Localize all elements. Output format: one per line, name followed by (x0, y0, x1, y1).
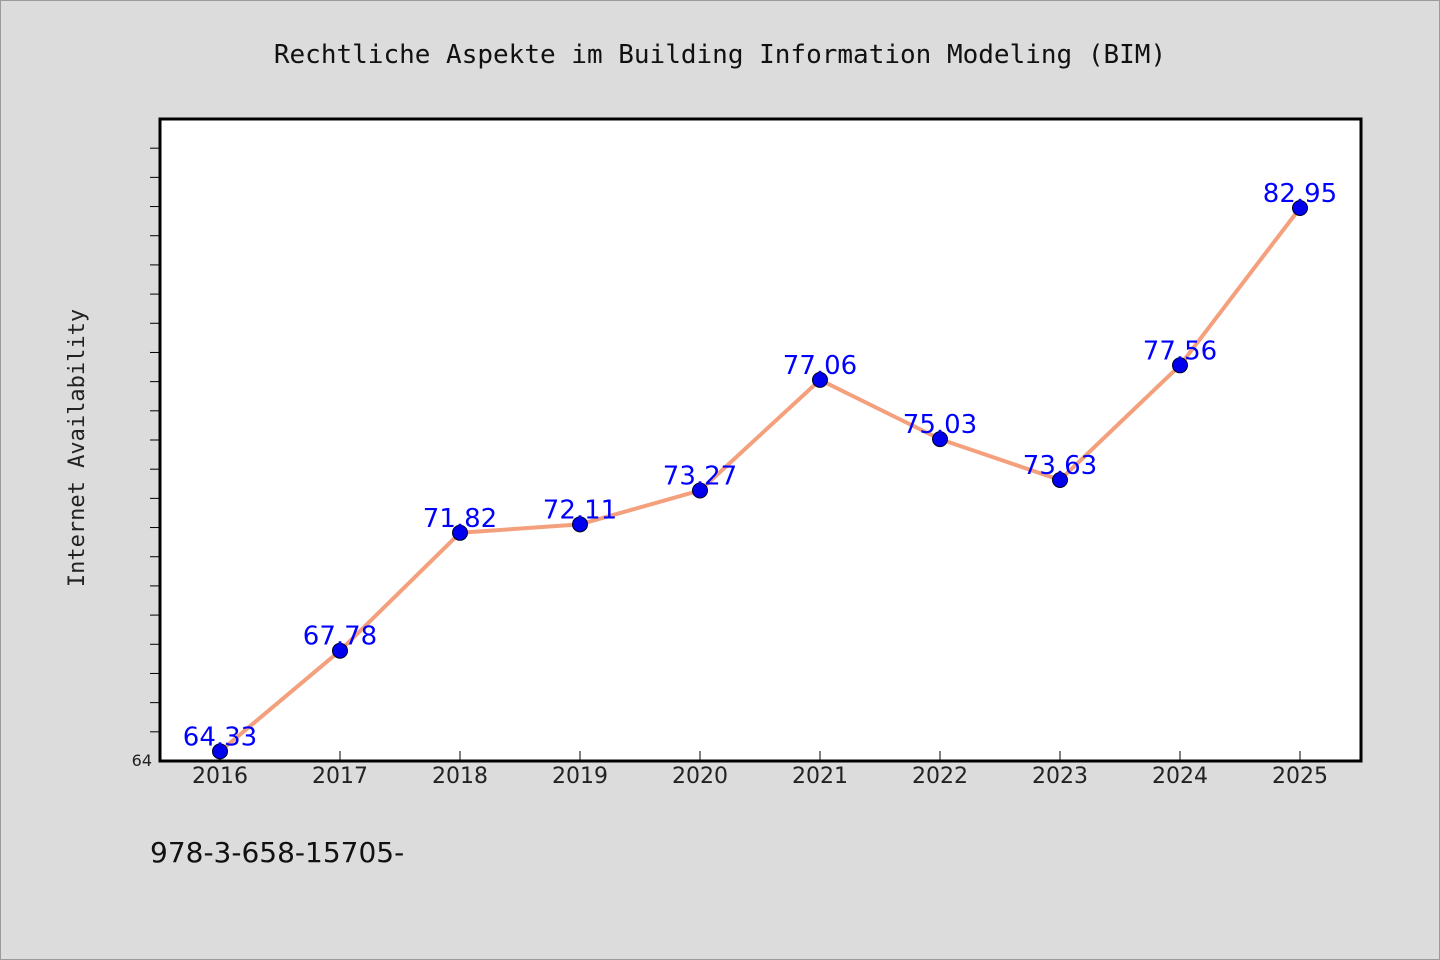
data-point-marker (212, 743, 228, 760)
data-label: 73.27 (663, 461, 737, 491)
data-label: 71.82 (423, 504, 497, 534)
data-label: 75.03 (903, 410, 977, 440)
data-point-marker (452, 524, 468, 541)
y-axis-min-label: 64 (132, 751, 152, 770)
data-labels-group: 64.33 67.78 71.82 72.11 73.27 77.06 75.03 73.63… (183, 179, 1337, 752)
x-tick-label: 2017 (312, 764, 368, 789)
data-point-marker (1052, 471, 1068, 488)
data-label: 72.11 (543, 495, 617, 525)
data-point-marker (812, 371, 828, 388)
y-axis-ticks (150, 147, 160, 733)
series-line-group (212, 200, 1308, 760)
x-tick-label: 2022 (912, 764, 968, 789)
data-point-marker (572, 516, 588, 533)
x-tick-label: 2020 (672, 764, 728, 789)
data-label: 64.33 (183, 722, 257, 752)
data-point-marker (332, 642, 348, 659)
data-point-marker (1292, 200, 1308, 217)
data-label: 67.78 (303, 622, 377, 652)
data-point-marker (692, 482, 708, 499)
data-label: 82.95 (1263, 179, 1337, 209)
data-label: 77.56 (1143, 336, 1217, 366)
x-tick-label: 2025 (1272, 764, 1328, 789)
chart-title: Rechtliche Aspekte im Building Informati… (274, 40, 1166, 70)
x-tick-label: 2019 (552, 764, 608, 789)
data-point-marker (1172, 357, 1188, 374)
x-tick-label: 2021 (792, 764, 848, 789)
x-tick-label: 2018 (432, 764, 488, 789)
data-label: 73.63 (1023, 451, 1097, 481)
x-tick-label: 2023 (1032, 764, 1088, 789)
series-line (218, 206, 1302, 753)
data-label: 77.06 (783, 351, 857, 381)
y-axis-label: Internet Availability (65, 309, 90, 587)
footer-isbn: 978-3-658-15705- (150, 836, 404, 869)
data-point-marker (932, 431, 948, 448)
plot-area (158, 117, 1363, 763)
x-tick-label: 2024 (1152, 764, 1208, 789)
x-tick-label: 2016 (192, 764, 248, 789)
